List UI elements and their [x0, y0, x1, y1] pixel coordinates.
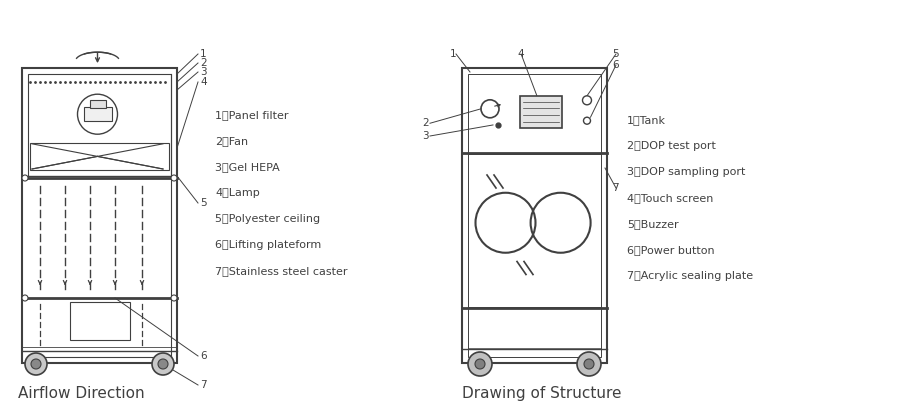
Circle shape: [584, 359, 594, 369]
Text: 3、Gel HEPA: 3、Gel HEPA: [215, 162, 279, 172]
Text: 2: 2: [422, 118, 429, 128]
Text: 7: 7: [612, 183, 619, 193]
Text: 4、Touch screen: 4、Touch screen: [627, 193, 713, 203]
Text: 1、Tank: 1、Tank: [627, 115, 666, 125]
Text: 4: 4: [200, 77, 207, 87]
Text: 3、DOP sampling port: 3、DOP sampling port: [627, 167, 745, 177]
Text: 5、Buzzer: 5、Buzzer: [627, 219, 679, 229]
Text: 1、Panel filter: 1、Panel filter: [215, 110, 288, 120]
Bar: [468, 74, 601, 357]
Text: 6: 6: [200, 351, 207, 361]
Text: 5: 5: [200, 198, 207, 208]
Circle shape: [152, 353, 174, 375]
Bar: [462, 68, 607, 363]
Text: 2、DOP test port: 2、DOP test port: [627, 141, 716, 151]
Bar: [22, 68, 177, 363]
Circle shape: [22, 175, 28, 181]
Text: 5: 5: [612, 49, 619, 59]
Text: 7、Acrylic sealing plate: 7、Acrylic sealing plate: [627, 271, 753, 281]
Text: 1: 1: [450, 49, 457, 59]
Text: Drawing of Structure: Drawing of Structure: [462, 386, 622, 401]
Text: Airflow Direction: Airflow Direction: [18, 386, 145, 401]
Text: 6、Power button: 6、Power button: [627, 245, 714, 255]
Text: 5、Polyester ceiling: 5、Polyester ceiling: [215, 214, 320, 224]
Bar: [69, 302, 129, 340]
Circle shape: [158, 359, 168, 369]
Circle shape: [31, 359, 41, 369]
Text: 4、Lamp: 4、Lamp: [215, 188, 259, 198]
Circle shape: [22, 295, 28, 301]
Bar: [28, 74, 171, 178]
Bar: [520, 96, 562, 128]
Text: 7: 7: [200, 380, 207, 390]
Circle shape: [171, 295, 177, 301]
Bar: [30, 143, 169, 170]
Text: 1: 1: [200, 49, 207, 59]
Text: 4: 4: [517, 49, 524, 59]
Bar: [89, 100, 106, 108]
Circle shape: [468, 352, 492, 376]
Text: 6、Lifting plateform: 6、Lifting plateform: [215, 240, 321, 250]
Bar: [84, 107, 112, 121]
Text: 2、Fan: 2、Fan: [215, 136, 248, 146]
Text: 2: 2: [200, 58, 207, 68]
Text: 7、Stainless steel caster: 7、Stainless steel caster: [215, 266, 348, 276]
Text: 3: 3: [200, 67, 207, 77]
Circle shape: [25, 353, 47, 375]
Circle shape: [577, 352, 601, 376]
Circle shape: [475, 359, 485, 369]
Circle shape: [171, 175, 177, 181]
Text: 3: 3: [422, 131, 429, 141]
Text: 6: 6: [612, 60, 619, 70]
